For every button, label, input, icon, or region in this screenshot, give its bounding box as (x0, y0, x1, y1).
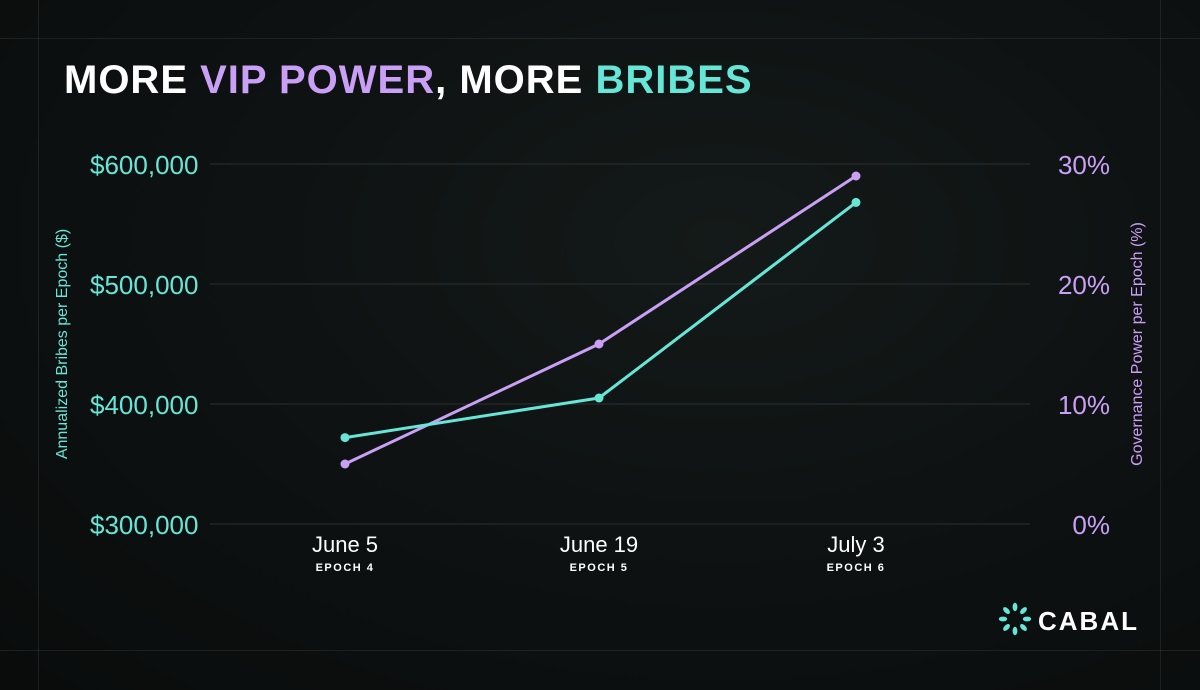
title-part-more: MORE (64, 58, 201, 102)
title-part-vip-power: VIP POWER (200, 58, 436, 102)
x-tick-label: June 5 (312, 532, 378, 557)
y-left-tick-label: $600,000 (90, 150, 198, 180)
y-right-tick-label: 20% (1058, 270, 1110, 300)
data-point-bribes (851, 197, 861, 207)
data-point-bribes (340, 433, 350, 443)
brand-logo-text: CABAL (1038, 606, 1139, 636)
y-right-tick-label: 30% (1058, 150, 1110, 180)
frame-top-line (0, 38, 1200, 39)
data-point-governance-power (594, 339, 604, 349)
y-right-tick-label: 0% (1072, 510, 1110, 540)
x-tick-label: July 3 (827, 532, 884, 557)
title-part-comma-more: , MORE (435, 58, 596, 102)
y-left-tick-label: $300,000 (90, 510, 198, 540)
x-tick-sublabel: EPOCH 6 (827, 562, 886, 574)
frame-bottom-line (0, 650, 1200, 651)
y-left-tick-label: $500,000 (90, 270, 198, 300)
x-tick-sublabel: EPOCH 5 (570, 562, 629, 574)
chart-title: MORE VIP POWER, MORE BRIBES (64, 58, 753, 103)
series-line-bribes (343, 200, 858, 440)
y-right-axis-title: Governance Power per Epoch (%) (1129, 222, 1146, 466)
data-point-governance-power (851, 171, 861, 181)
frame-right-line (1160, 0, 1161, 690)
x-tick-sublabel: EPOCH 4 (316, 562, 375, 574)
brand-logo: CABAL (996, 600, 1156, 640)
data-point-bribes (594, 393, 604, 403)
series-line-governance-power (343, 174, 858, 466)
x-tick-label: June 19 (560, 532, 638, 557)
y-right-tick-label: 10% (1058, 390, 1110, 420)
y-left-axis-title: Annualized Bribes per Epoch ($) (54, 229, 71, 459)
y-left-tick-label: $400,000 (90, 390, 198, 420)
frame-left-line (38, 0, 39, 690)
title-part-bribes: BRIBES (595, 58, 753, 102)
data-point-governance-power (340, 459, 350, 469)
cabal-flower-icon (998, 602, 1032, 636)
